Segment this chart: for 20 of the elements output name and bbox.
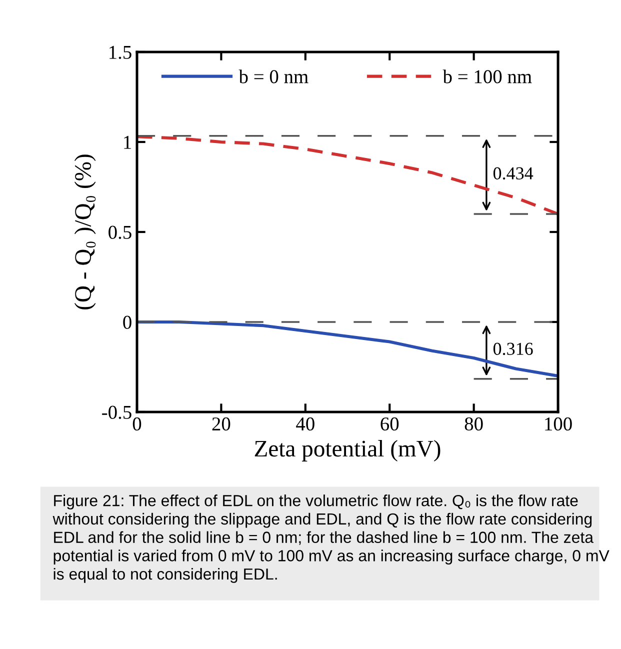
y-tick-label: 1.5 <box>110 46 132 60</box>
x-tick-label: 80 <box>464 417 483 431</box>
x-tick-label: 0 <box>132 417 142 431</box>
y-tick-label: 1 <box>124 136 131 149</box>
x-tick-label: 100 <box>545 417 572 431</box>
y-tick-label: -0.5 <box>102 406 132 420</box>
y-tick-label: 0 <box>123 316 132 329</box>
legend-label: b = 0 nm <box>238 70 308 84</box>
line-series <box>136 320 558 378</box>
x-tick-label: 20 <box>212 417 230 431</box>
x-tick-label: 40 <box>296 417 314 431</box>
line-series <box>136 135 558 216</box>
caption: Figure 21: The effect of EDL on the volumetric flow rate. Q₀ is the flow rate without considering the slippage and EDL, and Q is the flow rate considering EDL and for the solid line b = 0 nm; for the dashed line b = 100 nm. The zeta potential is varied from 0 mV to 100 mV as an increasing surface charge, 0 mV is equal to not considering EDL. <box>52 494 610 583</box>
legend-label: b = 100 nm <box>442 70 532 84</box>
y-axis-title: (Q - Q₀ )/Q₀ (%) <box>74 154 96 310</box>
y-tick-label: 0.5 <box>108 226 132 240</box>
annotation: 0.316 <box>493 342 533 356</box>
annotation: 0.434 <box>493 167 534 180</box>
x-tick-label: 60 <box>380 417 399 431</box>
x-axis-title: Zeta potential (mV) <box>254 440 440 462</box>
